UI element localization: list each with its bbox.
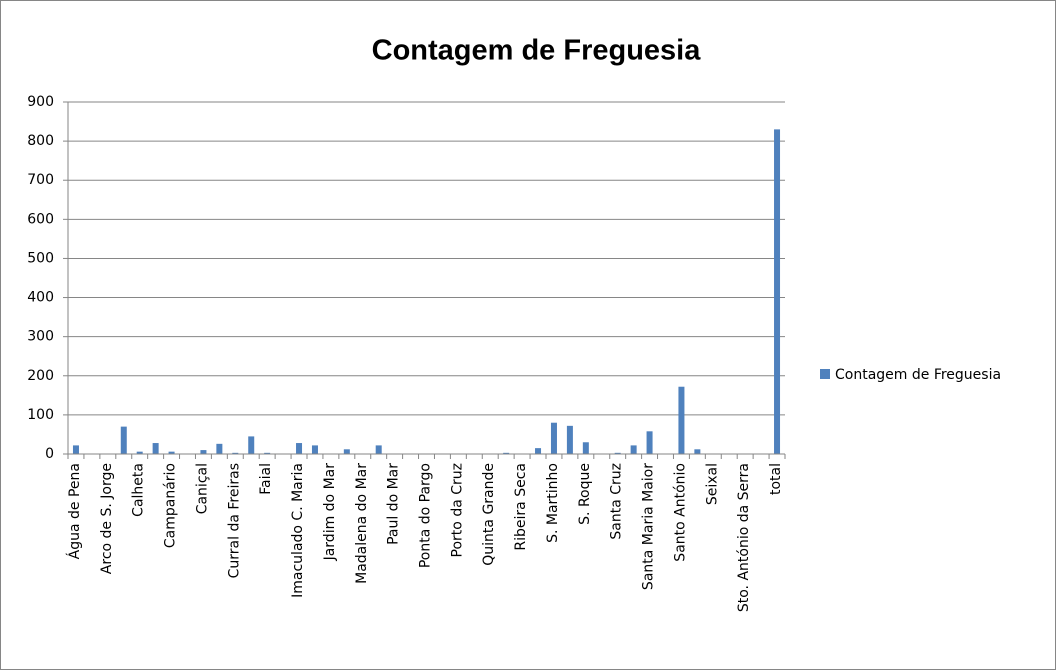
x-tick-label: Porto da Cruz: [449, 463, 465, 557]
x-tick-label: Curral da Freiras: [226, 463, 242, 578]
y-tick-label: 100: [27, 407, 54, 423]
y-tick-label: 0: [45, 446, 54, 462]
x-tick-label: Jardim do Mar: [322, 463, 338, 562]
bar: [136, 451, 143, 454]
x-tick-label: Água de Pena: [66, 463, 83, 559]
y-tick-label: 400: [27, 290, 54, 306]
x-tick-label: Santa Maria Maior: [641, 463, 657, 590]
x-tick-label: Sto. António da Serra: [736, 463, 752, 612]
bar: [678, 386, 685, 454]
y-tick-label: 800: [27, 133, 54, 149]
x-tick-label: Ponta do Pargo: [418, 463, 434, 568]
bar: [152, 443, 159, 454]
bar: [375, 445, 382, 454]
x-tick-label: Ribeira Seca: [513, 463, 529, 551]
bar: [296, 443, 303, 454]
bar: [774, 129, 781, 454]
bar: [216, 443, 223, 454]
x-tick-label: Caniçal: [194, 463, 210, 514]
x-tick-label: S. Martinho: [545, 463, 561, 543]
bar: [72, 445, 79, 454]
bar: [200, 450, 207, 454]
bar: [168, 451, 175, 454]
x-tick-label: Faial: [258, 463, 274, 495]
y-tick-label: 300: [27, 329, 54, 345]
x-tick-label: S. Roque: [577, 463, 593, 525]
bar: [311, 445, 318, 454]
x-tick-label: Imaculado C. Maria: [290, 463, 306, 598]
bar: [694, 449, 701, 454]
y-tick-label: 200: [27, 368, 54, 384]
bar: [614, 452, 621, 454]
bar: [550, 422, 557, 454]
y-tick-label: 900: [27, 94, 54, 110]
x-tick-label: Santo António: [672, 463, 688, 562]
bar: [120, 426, 127, 454]
x-tick-label: Seixal: [704, 463, 720, 505]
bar: [566, 425, 573, 454]
legend-swatch: [820, 369, 830, 379]
x-tick-label: Campanário: [163, 463, 179, 548]
y-tick-label: 600: [27, 211, 54, 227]
legend-label: Contagem de Freguesia: [835, 367, 1001, 383]
x-tick-label: Madalena do Mar: [354, 463, 370, 584]
bar: [248, 436, 255, 454]
bar: [343, 449, 350, 454]
chart-title: Contagem de Freguesia: [372, 35, 702, 67]
bar: [503, 452, 510, 454]
y-tick-label: 500: [27, 250, 54, 266]
x-tick-label: Arco de S. Jorge: [99, 463, 115, 574]
bar: [630, 445, 637, 454]
x-tick-label: Paul do Mar: [386, 463, 402, 545]
bar: [264, 452, 271, 454]
y-tick-label: 700: [27, 172, 54, 188]
bar: [582, 442, 589, 454]
bar: [646, 431, 653, 454]
bar: [232, 452, 239, 454]
x-tick-label: Quinta Grande: [481, 463, 497, 566]
bar: [535, 448, 542, 454]
x-tick-label: Calheta: [131, 463, 147, 517]
x-tick-label: Santa Cruz: [609, 463, 625, 540]
x-tick-label: total: [768, 463, 784, 495]
